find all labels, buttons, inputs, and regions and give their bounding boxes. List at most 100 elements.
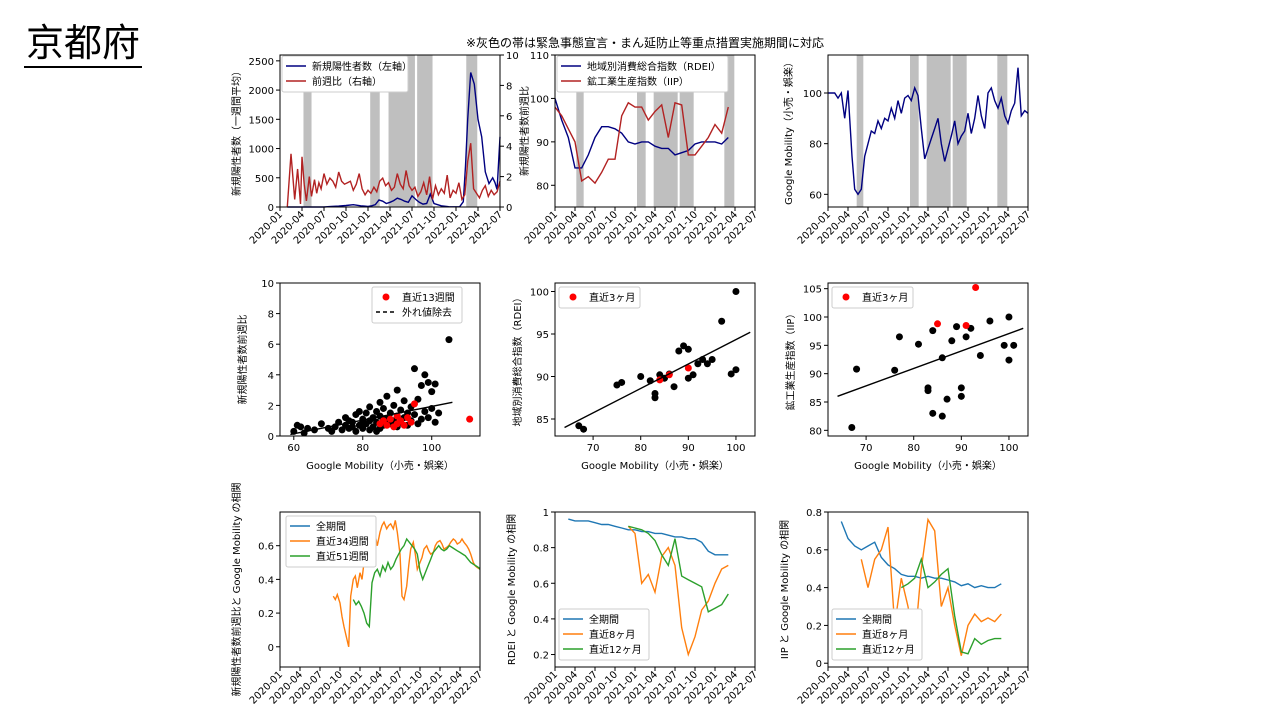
x-tick-label: 100 — [726, 443, 745, 454]
scatter-point — [1010, 341, 1018, 349]
y-tick-label: 500 — [255, 174, 274, 185]
y2-tick-label: 0 — [506, 203, 512, 214]
series-line — [627, 525, 729, 657]
legend-label: 直近51週間 — [316, 550, 369, 563]
y-tick-label: 90 — [809, 370, 822, 381]
y-tick-label: 105 — [803, 285, 822, 296]
scatter-point — [718, 317, 726, 325]
emergency-band — [724, 55, 735, 207]
y-tick-label: 0.8 — [806, 508, 822, 519]
scatter-iip-mobility: 80 85 90 95 100 105 70 80 90 100 Google Mobility（小… — [784, 282, 1029, 472]
scatter-point — [891, 366, 899, 374]
scatter-point — [580, 425, 588, 433]
legend-label: 直近8ヶ月 — [589, 628, 635, 641]
y-tick-label: 1000 — [249, 145, 274, 156]
emergency-band — [679, 55, 694, 207]
scatter-point — [424, 378, 432, 386]
series-line — [900, 556, 1002, 655]
scatter-point — [355, 408, 363, 416]
fit-line — [290, 401, 453, 436]
scatter-point — [410, 411, 418, 419]
y-tick-label: 100 — [530, 94, 549, 105]
x-tick-label: 90 — [682, 443, 695, 454]
y2-tick-label: 10 — [506, 51, 519, 62]
scatter-point — [637, 373, 645, 380]
legend-label: 全期間 — [316, 520, 346, 533]
scatter-point — [618, 378, 626, 386]
y-tick-label: 110 — [530, 51, 549, 62]
scatter-point — [445, 336, 453, 344]
legend-label: 直近34週間 — [316, 535, 369, 548]
legend-label: 外れ値除去 — [402, 306, 452, 319]
y-tick-label: 0 — [268, 643, 274, 654]
scatter-point — [383, 392, 391, 400]
chart-new-cases: 0500100015002000250002468102020-012020-0… — [230, 51, 531, 247]
scatter-point — [348, 423, 356, 431]
x-axis-label: Google Mobility（小売・娯楽） — [854, 459, 1002, 472]
scatter-point — [362, 409, 370, 417]
y-tick-label: 2000 — [249, 86, 274, 97]
y-tick-label: 0 — [268, 203, 274, 214]
scatter-point-recent — [383, 421, 391, 429]
scatter-point-recent — [684, 364, 692, 372]
scatter-point-recent — [386, 415, 394, 423]
x-axis-label: Google Mobility（小売・娯楽） — [306, 459, 454, 472]
scatter-point-recent — [972, 284, 980, 292]
scatter-point — [390, 401, 398, 409]
legend-label: 地域別消費総合指数（RDEI） — [587, 60, 721, 73]
emergency-band — [303, 55, 312, 207]
scatter-point-recent — [934, 320, 942, 328]
x-tick-label: 90 — [955, 443, 968, 454]
scatter-point — [976, 352, 984, 360]
plot-frame — [827, 282, 1029, 437]
emergency-band — [417, 55, 433, 207]
scatter-point — [689, 371, 697, 379]
scatter-point — [848, 424, 856, 431]
x-axis-label: Google Mobility（小売・娯楽） — [581, 459, 729, 472]
emergency-band — [856, 55, 864, 207]
y-axis-label: 新規陽性者数前週比と Google Mobility の相関 — [230, 482, 243, 696]
series-line — [352, 537, 481, 629]
y-tick-label: 0.2 — [533, 651, 549, 662]
y-tick-label: 6 — [268, 340, 274, 351]
y-tick-label: 0.8 — [533, 544, 549, 555]
y-tick-label: 0.6 — [533, 579, 549, 590]
plot-frame — [279, 282, 481, 437]
scatter-point — [400, 397, 408, 405]
chart-corr-iip: 00.20.40.60.82020-012020-042020-072020-1… — [778, 508, 1033, 707]
emergency-band — [637, 55, 646, 207]
fit-line — [564, 331, 751, 429]
legend-box — [558, 286, 641, 309]
y-tick-label: 90 — [536, 373, 549, 384]
y-tick-label: 85 — [536, 415, 549, 426]
scatter-point-recent — [962, 322, 970, 329]
scatter-point — [428, 388, 436, 396]
y-tick-label: 80 — [536, 181, 549, 192]
scatter-point — [732, 288, 740, 295]
y-tick-label: 0.4 — [258, 575, 274, 586]
y-tick-label: 8 — [268, 310, 274, 321]
y-axis-label: 鉱工業生産指数（IIP） — [784, 309, 797, 411]
legend-box — [831, 608, 923, 661]
scatter-point — [694, 360, 702, 368]
scatter-point — [953, 323, 961, 331]
scatter-rdei-mobility: 85 90 95 100 70 80 90 100 Google Mobility（小売・娯楽）… — [511, 282, 756, 472]
legend-marker — [569, 293, 577, 301]
legend-label: 全期間 — [589, 613, 619, 626]
legend-label: 鉱工業生産指数（IIP） — [587, 75, 689, 88]
y-tick-label: 0 — [816, 659, 822, 670]
y-tick-label: 80 — [809, 140, 822, 151]
scatter-point-recent — [407, 418, 415, 426]
scatter-point — [1005, 313, 1013, 321]
y-tick-label: 0.2 — [258, 609, 274, 620]
y-tick-label: 0.6 — [258, 542, 274, 553]
emergency-band — [576, 55, 584, 207]
y-tick-label: 0.6 — [806, 546, 822, 557]
y-tick-label: 80 — [809, 426, 822, 437]
y2-tick-label: 4 — [506, 142, 512, 153]
scatter-point-recent — [410, 400, 418, 408]
scatter-point — [675, 347, 683, 355]
scatter-point — [727, 370, 735, 378]
legend-label: 直近3ヶ月 — [589, 291, 635, 304]
y-tick-label: 0 — [268, 432, 274, 443]
